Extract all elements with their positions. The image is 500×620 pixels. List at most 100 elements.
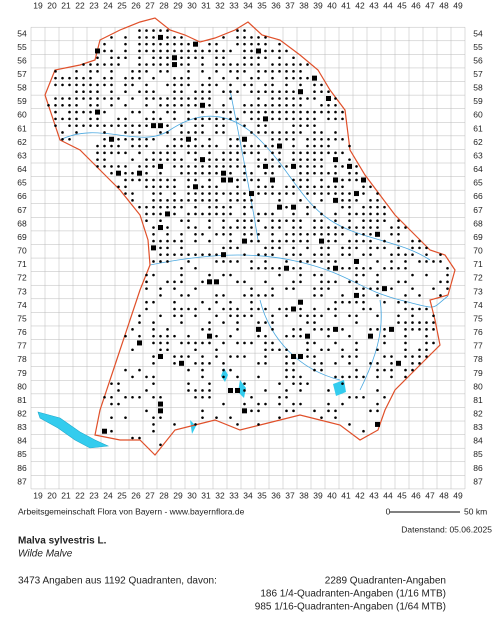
dot-marker (320, 131, 323, 134)
dot-marker (201, 144, 204, 148)
dot-marker (383, 334, 386, 338)
dot-marker (201, 185, 204, 189)
dot-marker (250, 36, 253, 39)
dot-marker (257, 233, 260, 236)
dot-marker (362, 253, 365, 256)
row-label: 73 (17, 286, 27, 296)
dot-marker (103, 63, 106, 66)
dot-marker (131, 436, 134, 440)
dot-marker (145, 212, 148, 216)
dot-marker (236, 29, 239, 32)
dot-marker (278, 117, 281, 121)
dot-marker (236, 341, 239, 345)
dot-marker (194, 348, 197, 352)
dot-marker (243, 178, 246, 182)
dot-marker (166, 253, 169, 256)
dot-marker (201, 165, 204, 168)
square-marker (305, 333, 310, 339)
dot-marker (54, 104, 57, 107)
dot-marker (369, 362, 372, 365)
dot-marker (390, 368, 393, 372)
dot-marker (271, 63, 274, 66)
dot-marker (208, 49, 211, 53)
dot-marker (187, 294, 190, 297)
dot-marker (264, 36, 267, 39)
dot-marker (334, 117, 337, 121)
square-marker (158, 123, 163, 129)
dot-marker (341, 348, 344, 352)
dot-marker (243, 199, 246, 202)
dot-marker (201, 171, 204, 175)
dot-marker (166, 341, 169, 345)
dot-marker (425, 334, 428, 338)
dot-marker (334, 314, 337, 318)
dot-marker (334, 212, 337, 216)
dot-marker (180, 158, 183, 161)
dot-marker (271, 117, 274, 121)
column-label: 42 (355, 490, 365, 500)
dot-marker (271, 253, 274, 256)
dot-marker (215, 56, 218, 60)
dot-marker (173, 314, 176, 318)
dot-marker (292, 328, 295, 331)
dot-marker (257, 110, 260, 114)
dot-marker (292, 219, 295, 223)
dot-marker (327, 185, 330, 189)
dot-marker (222, 375, 225, 379)
dot-marker (299, 151, 302, 155)
dot-marker (264, 83, 267, 87)
dot-marker (313, 171, 316, 175)
dot-marker (159, 239, 162, 243)
dot-marker (229, 260, 232, 263)
dot-marker (383, 328, 386, 331)
dot-marker (411, 314, 414, 318)
column-label: 40 (327, 0, 337, 10)
column-label: 48 (439, 0, 449, 10)
dot-marker (96, 158, 99, 161)
dot-marker (208, 273, 211, 277)
dot-marker (404, 375, 407, 379)
dot-marker (145, 137, 148, 141)
square-marker (158, 401, 163, 407)
dot-marker (166, 151, 169, 155)
dot-marker (152, 273, 155, 277)
dot-marker (229, 246, 232, 250)
square-marker (333, 157, 338, 163)
dot-marker (348, 212, 351, 216)
column-label: 49 (453, 0, 463, 10)
dot-marker (187, 104, 190, 107)
dot-marker (166, 144, 169, 148)
dot-marker (194, 205, 197, 209)
column-label: 47 (425, 490, 435, 500)
dot-marker (229, 97, 232, 100)
dot-marker (271, 321, 274, 324)
dot-marker (292, 362, 295, 365)
dot-marker (152, 97, 155, 100)
dot-marker (75, 104, 78, 107)
dot-marker (243, 49, 246, 53)
dot-marker (222, 362, 225, 365)
dot-marker (96, 97, 99, 100)
dot-marker (285, 165, 288, 168)
dot-marker (306, 212, 309, 216)
dot-marker (187, 382, 190, 385)
row-label: 68 (17, 218, 27, 228)
dot-marker (110, 36, 113, 39)
dot-marker (369, 287, 372, 290)
dot-marker (327, 307, 330, 311)
dot-marker (173, 36, 176, 39)
dot-marker (124, 171, 127, 175)
square-marker (291, 204, 296, 210)
dot-marker (110, 83, 113, 87)
row-label: 86 (473, 463, 483, 473)
dot-marker (145, 273, 148, 277)
dot-marker (222, 341, 225, 345)
dot-marker (145, 307, 148, 311)
dot-marker (236, 199, 239, 202)
dot-marker (194, 151, 197, 155)
dot-marker (110, 76, 113, 80)
dot-marker (229, 144, 232, 148)
dot-marker (243, 165, 246, 168)
dot-marker (285, 185, 288, 189)
dot-marker (327, 287, 330, 290)
